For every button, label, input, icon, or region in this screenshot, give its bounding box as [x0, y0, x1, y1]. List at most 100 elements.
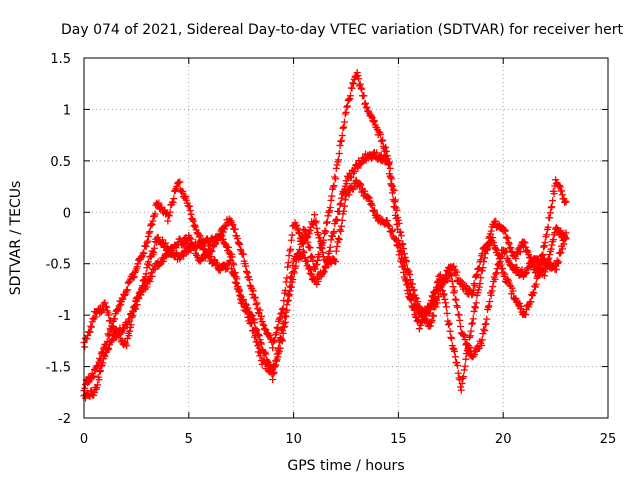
- data-point: [289, 262, 297, 270]
- data-point: [170, 195, 178, 203]
- data-point: [406, 270, 414, 278]
- data-point: [472, 299, 480, 307]
- data-point: [414, 298, 422, 306]
- data-point: [125, 332, 133, 340]
- data-point: [143, 239, 151, 247]
- data-point: [518, 266, 526, 274]
- data-point: [149, 217, 157, 225]
- data-point: [253, 299, 261, 307]
- data-point: [356, 80, 364, 88]
- data-point: [429, 311, 437, 319]
- data-point: [137, 291, 145, 299]
- data-point: [113, 306, 121, 314]
- y-tick-label: -1.5: [46, 361, 71, 376]
- data-point: [530, 289, 538, 297]
- data-point: [288, 231, 296, 239]
- x-tick-label: 20: [495, 432, 512, 447]
- data-point: [456, 316, 464, 324]
- data-point: [148, 272, 156, 280]
- data-point: [395, 251, 403, 259]
- data-point: [246, 281, 254, 289]
- data-point: [144, 237, 152, 245]
- data-point: [329, 229, 337, 237]
- data-point: [93, 381, 101, 389]
- data-point: [330, 182, 338, 190]
- data-point: [230, 271, 238, 279]
- data-point: [279, 329, 287, 337]
- data-point: [444, 276, 452, 284]
- data-point: [338, 132, 346, 140]
- data-point: [354, 164, 362, 172]
- data-point: [258, 360, 266, 368]
- data-point: [190, 222, 198, 230]
- data-point: [150, 244, 158, 252]
- data-point: [142, 270, 150, 278]
- data-point: [377, 151, 385, 159]
- data-point: [370, 117, 378, 125]
- data-point: [257, 349, 265, 357]
- data-point: [338, 216, 346, 224]
- data-point: [460, 331, 468, 339]
- data-point: [480, 327, 488, 335]
- data-point: [343, 102, 351, 110]
- data-point: [85, 378, 93, 386]
- data-point: [333, 161, 341, 169]
- data-point: [328, 192, 336, 200]
- data-point: [433, 283, 441, 291]
- data-point: [304, 257, 312, 265]
- data-point: [326, 207, 334, 215]
- data-point: [189, 216, 197, 224]
- data-point: [326, 247, 334, 255]
- data-point: [166, 208, 174, 216]
- data-point: [380, 152, 388, 160]
- data-point: [512, 294, 520, 302]
- data-point: [187, 210, 195, 218]
- plot-frame: [83, 57, 609, 419]
- data-point: [439, 291, 447, 299]
- data-point: [497, 253, 505, 261]
- data-point: [196, 232, 204, 240]
- data-point: [363, 103, 371, 111]
- data-point: [249, 315, 257, 323]
- data-point: [279, 304, 287, 312]
- data-point: [332, 175, 340, 183]
- data-point: [126, 317, 134, 325]
- data-point: [247, 319, 255, 327]
- data-point: [275, 347, 283, 355]
- data-point: [392, 236, 400, 244]
- data-point: [415, 325, 423, 333]
- data-point: [215, 232, 223, 240]
- data-point: [96, 309, 104, 317]
- data-point: [272, 357, 280, 365]
- data-point: [236, 292, 244, 300]
- data-point: [392, 214, 400, 222]
- data-point: [397, 255, 405, 263]
- data-point: [480, 325, 488, 333]
- data-point: [469, 352, 477, 360]
- data-point: [406, 295, 414, 303]
- data-point: [403, 258, 411, 266]
- data-point: [274, 353, 282, 361]
- data-point: [471, 350, 479, 358]
- data-point: [347, 173, 355, 181]
- data-point: [379, 136, 387, 144]
- data-point: [376, 130, 384, 138]
- data-point: [324, 212, 332, 220]
- data-point: [546, 209, 554, 217]
- data-point: [450, 262, 458, 270]
- data-point: [540, 257, 548, 265]
- data-point: [465, 342, 473, 350]
- data-point: [429, 293, 437, 301]
- data-point: [345, 191, 353, 199]
- data-point: [385, 222, 393, 230]
- data-point: [350, 167, 358, 175]
- data-point: [448, 272, 456, 280]
- data-point: [476, 280, 484, 288]
- data-point: [473, 270, 481, 278]
- data-point: [488, 287, 496, 295]
- data-point: [262, 326, 270, 334]
- data-point: [230, 261, 238, 269]
- data-point: [394, 242, 402, 250]
- data-point: [250, 326, 258, 334]
